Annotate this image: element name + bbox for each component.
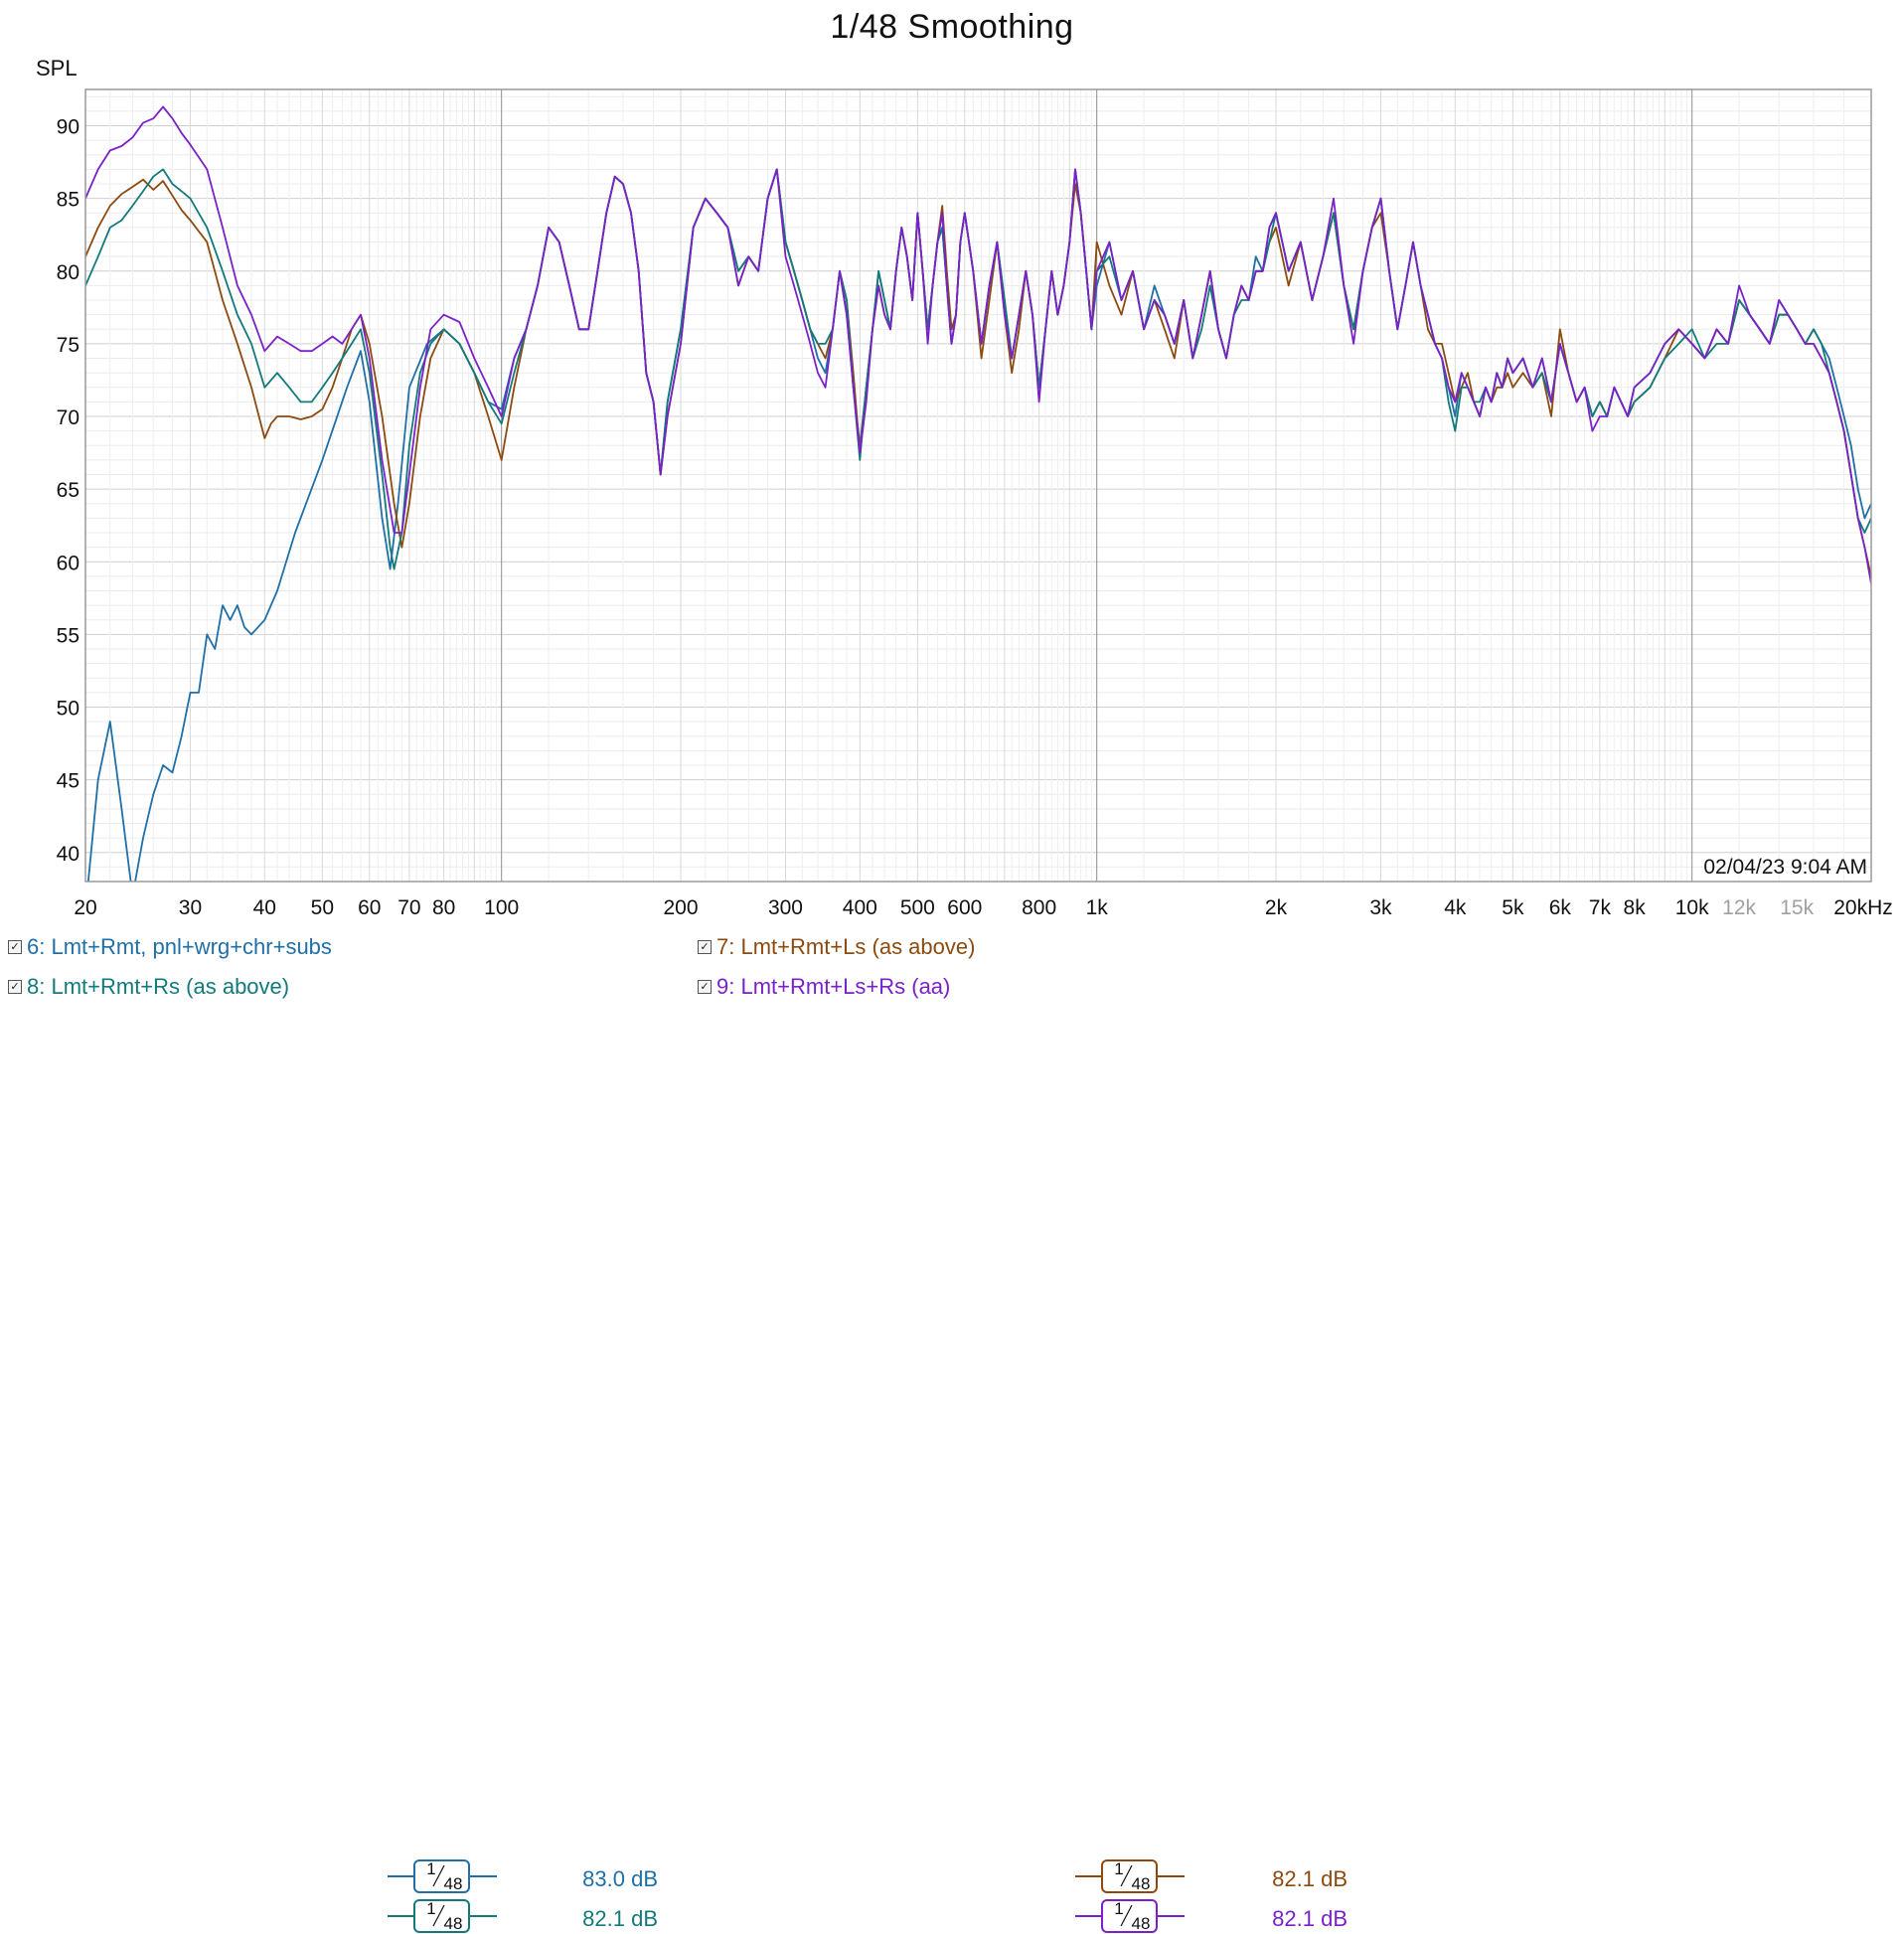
x-tick-label: 80	[432, 896, 455, 919]
timestamp-label: 02/04/23 9:04 AM	[1703, 856, 1867, 879]
smoothing-badge[interactable]: 1 48	[1075, 1858, 1185, 1894]
x-tick-label: 60	[358, 896, 381, 919]
legend: ✓ 6: Lmt+Rmt, pnl+wrg+chr+subs 1 48 83.0 …	[0, 929, 1904, 1933]
smoothing-denominator: 48	[1132, 1914, 1151, 1933]
y-tick-label: 80	[57, 261, 79, 284]
plot-frame	[84, 88, 1872, 883]
level-readout: 82.1 dB	[1272, 1866, 1348, 1891]
smoothing-denominator: 48	[1132, 1874, 1151, 1893]
legend-label: 9: Lmt+Rmt+Ls+Rs (aa)	[716, 974, 951, 999]
level-readout: 83.0 dB	[582, 1866, 658, 1891]
x-tick-label: 8k	[1624, 896, 1647, 919]
legend-item-7[interactable]: ✓ 7: Lmt+Rmt+Ls (as above)	[698, 929, 975, 965]
y-tick-label: 45	[57, 770, 79, 793]
checkbox-icon[interactable]: ✓	[8, 940, 22, 954]
series-layer	[85, 105, 1871, 882]
x-tick-label: 400	[843, 896, 877, 919]
smoothing-numerator: 1	[1114, 1899, 1123, 1918]
x-tick-label: 500	[900, 896, 935, 919]
smoothing-denominator: 48	[444, 1874, 463, 1893]
y-tick-label: 75	[57, 334, 79, 357]
x-tick-labels: 20 30 40 50 60 70 80 100 200 300 400 500 600 800 1k 2k 3…	[74, 896, 1892, 919]
x-tick-label: 6k	[1549, 896, 1572, 919]
legend-label: 8: Lmt+Rmt+Rs (as above)	[27, 974, 290, 999]
y-tick-labels: 90 85 80 75 70 65 60 55 50 45 40	[57, 116, 79, 866]
smoothing-denominator: 48	[444, 1914, 463, 1933]
x-tick-label: 10k	[1675, 896, 1709, 919]
y-tick-label: 50	[57, 698, 79, 721]
x-tick-label: 50	[311, 896, 334, 919]
checkbox-icon[interactable]: ✓	[698, 980, 712, 994]
plot-area[interactable]: 90 85 80 75 70 65 60 55 50 45 40 20 30 40 50 60 70 80 100…	[0, 0, 1904, 929]
y-tick-label: 65	[57, 479, 79, 502]
smoothing-badge[interactable]: 1 48	[1075, 1898, 1185, 1934]
smoothing-badge[interactable]: 1 48	[388, 1858, 497, 1894]
legend-item-6[interactable]: ✓ 6: Lmt+Rmt, pnl+wrg+chr+subs	[8, 929, 332, 965]
series-line-9	[85, 105, 1871, 584]
level-readout: 82.1 dB	[1272, 1906, 1348, 1931]
series-line-6	[86, 168, 1871, 882]
x-tick-label: 70	[397, 896, 420, 919]
x-tick-label: 20	[74, 896, 96, 919]
y-tick-label: 60	[57, 552, 79, 574]
x-tick-label: 600	[947, 896, 982, 919]
x-tick-label: 4k	[1444, 896, 1467, 919]
x-tick-label: 7k	[1589, 896, 1612, 919]
y-axis-label: SPL	[36, 56, 78, 81]
smoothing-badge[interactable]: 1 48	[388, 1898, 497, 1934]
smoothing-numerator: 1	[426, 1899, 435, 1918]
x-tick-label: 5k	[1502, 896, 1524, 919]
x-tick-label: 15k	[1780, 896, 1814, 919]
level-readout: 82.1 dB	[582, 1906, 658, 1931]
x-tick-label: 1k	[1086, 896, 1109, 919]
y-tick-label: 40	[57, 843, 79, 866]
checkbox-icon[interactable]: ✓	[8, 980, 22, 994]
x-tick-label: 3k	[1369, 896, 1392, 919]
x-tick-label: 20kHz	[1833, 896, 1893, 919]
legend-item-9[interactable]: ✓ 9: Lmt+Rmt+Ls+Rs (aa)	[698, 969, 950, 1005]
legend-label: 7: Lmt+Rmt+Ls (as above)	[716, 934, 976, 959]
chart-title: 1/48 Smoothing	[830, 8, 1074, 46]
x-tick-label: 100	[484, 896, 519, 919]
checkbox-icon[interactable]: ✓	[698, 940, 712, 954]
x-tick-label: 30	[179, 896, 202, 919]
smoothing-numerator: 1	[1114, 1859, 1123, 1878]
x-tick-label: 800	[1022, 896, 1056, 919]
y-tick-label: 90	[57, 116, 79, 139]
x-tick-label: 200	[663, 896, 698, 919]
grid-layer	[84, 89, 1872, 883]
y-tick-label: 85	[57, 189, 79, 212]
y-tick-label: 55	[57, 624, 79, 647]
x-tick-label: 12k	[1722, 896, 1756, 919]
x-tick-label: 2k	[1265, 896, 1288, 919]
x-tick-label: 300	[768, 896, 803, 919]
legend-item-8[interactable]: ✓ 8: Lmt+Rmt+Rs (as above)	[8, 969, 289, 1005]
y-tick-label: 70	[57, 406, 79, 429]
smoothing-numerator: 1	[426, 1859, 435, 1878]
x-tick-label: 40	[253, 896, 276, 919]
legend-label: 6: Lmt+Rmt, pnl+wrg+chr+subs	[27, 934, 332, 959]
